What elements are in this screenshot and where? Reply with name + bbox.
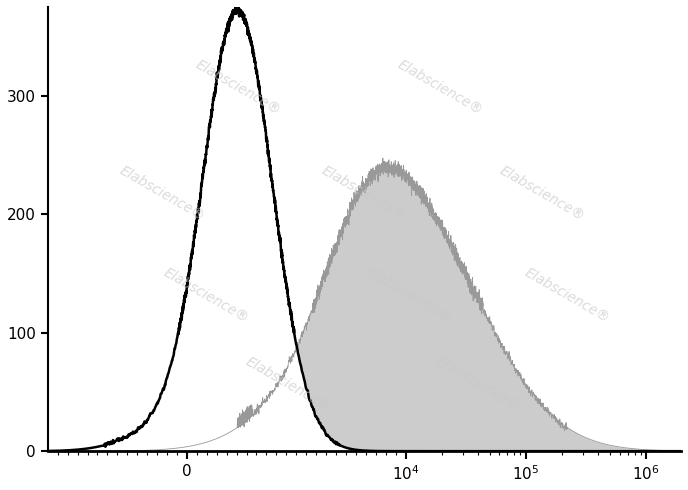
- Text: Elabscience®: Elabscience®: [497, 164, 587, 223]
- Text: Elabscience®: Elabscience®: [244, 354, 334, 415]
- Text: Elabscience®: Elabscience®: [364, 266, 454, 326]
- Text: Elabscience®: Elabscience®: [396, 57, 486, 117]
- Text: Elabscience®: Elabscience®: [319, 164, 409, 223]
- Text: Elabscience®: Elabscience®: [117, 164, 207, 223]
- Text: Elabscience®: Elabscience®: [193, 57, 283, 117]
- Text: Elabscience®: Elabscience®: [161, 266, 251, 326]
- Text: Elabscience®: Elabscience®: [522, 266, 612, 326]
- Text: Elabscience®: Elabscience®: [433, 354, 524, 415]
